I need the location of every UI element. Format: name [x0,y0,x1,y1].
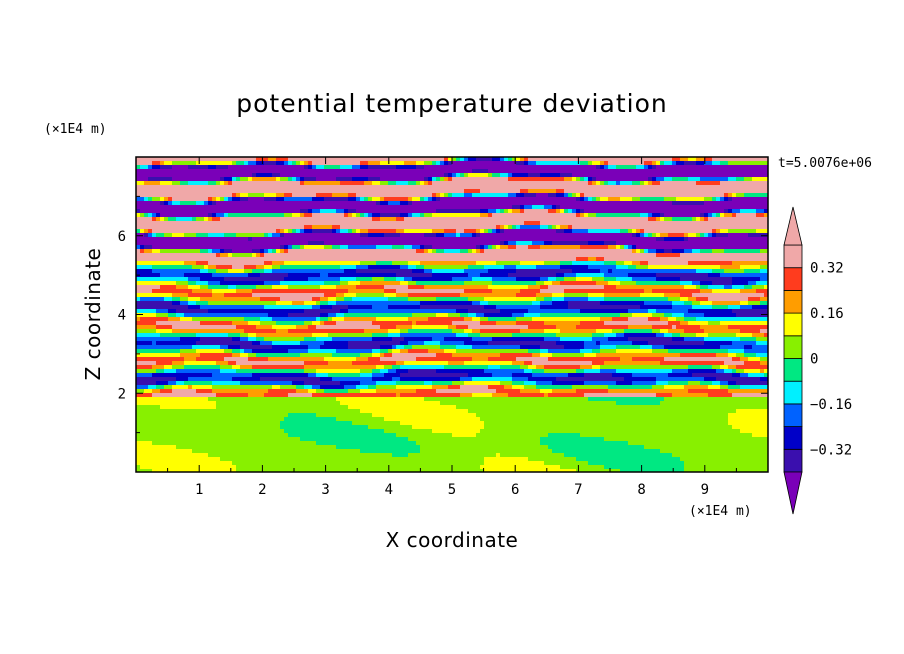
contour-field [136,157,768,472]
colorbar-extend-low [783,471,803,515]
x-tick-label: 2 [258,482,266,498]
x-tick-label: 8 [637,482,645,498]
x-tick-label: 1 [195,482,203,498]
x-tick-label: 4 [385,482,393,498]
colorbar-segment [783,380,803,405]
x-tick-label: 6 [511,482,519,498]
colorbar-segment [783,244,803,269]
x-axis: 1 2 3 4 5 6 7 8 9 [167,157,737,498]
colorbar-segment [783,312,803,337]
y-axis-label: Z coordinate [81,248,105,381]
y-tick-label: 4 [118,308,126,324]
x-axis-unit: (×1E4 m) [689,504,752,519]
y-tick-label: 2 [118,386,126,402]
time-label: t=5.0076e+06 [778,156,872,171]
x-axis-label: X coordinate [386,528,519,552]
x-tick-label: 3 [321,482,329,498]
x-tick-label: 9 [701,482,709,498]
colorbar-segment [783,426,803,450]
colorbar-segment [783,289,803,314]
colorbar-segment [783,448,803,473]
y-axis-unit: (×1E4 m) [44,122,107,137]
y-axis: 2 4 6 [118,195,768,434]
colorbar: 0.32 0.16 0 −0.16 −0.32 [783,206,852,515]
x-tick-label: 7 [574,482,582,498]
colorbar-tick-label: 0 [810,352,818,368]
colorbar-tick-label: 0.32 [810,261,844,277]
colorbar-extend-high [783,206,803,246]
colorbar-segment [783,403,803,427]
colorbar-segment [783,358,803,382]
colorbar-segment [783,335,803,359]
colorbar-tick-label: −0.32 [810,442,852,458]
chart-title: potential temperature deviation [236,89,667,118]
y-tick-label: 6 [118,229,126,245]
colorbar-tick-label: 0.16 [810,306,844,322]
colorbar-tick-label: −0.16 [810,397,852,413]
colorbar-segment [783,267,803,291]
x-tick-label: 5 [448,482,456,498]
